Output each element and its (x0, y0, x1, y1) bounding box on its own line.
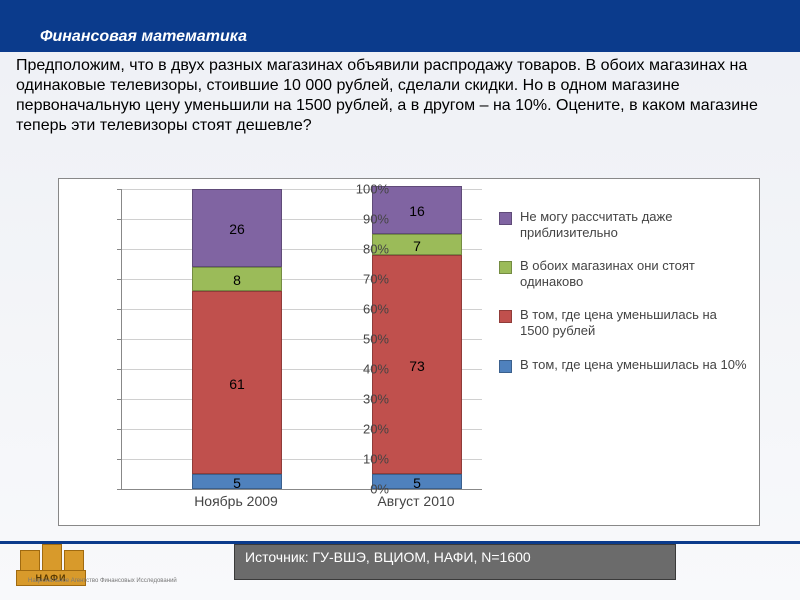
ytick-label: 60% (339, 302, 389, 317)
ytick-label: 50% (339, 332, 389, 347)
top-accent-bar (0, 0, 800, 24)
ytick-mark (117, 369, 122, 370)
ytick-mark (117, 459, 122, 460)
legend-item: В том, где цена уменьшилась на 1500 рубл… (499, 307, 749, 338)
bar-segment: 5 (192, 474, 282, 489)
ytick-mark (117, 189, 122, 190)
ytick-mark (117, 489, 122, 490)
legend-swatch (499, 310, 512, 323)
xtick-label: Ноябрь 2009 (176, 493, 296, 509)
ytick-mark (117, 399, 122, 400)
ytick-label: 40% (339, 362, 389, 377)
legend-label: В том, где цена уменьшилась на 10% (520, 357, 749, 373)
bar-value-label: 5 (233, 475, 241, 491)
legend-swatch (499, 261, 512, 274)
ytick-label: 30% (339, 392, 389, 407)
plot-area: 5 61 8 26 5 73 7 16 (121, 189, 482, 490)
bar-value-label: 73 (409, 358, 425, 374)
ytick-mark (117, 249, 122, 250)
bar-value-label: 61 (229, 376, 245, 392)
ytick-label: 20% (339, 422, 389, 437)
bar-value-label: 7 (413, 238, 421, 254)
ytick-mark (117, 339, 122, 340)
legend-label: В том, где цена уменьшилась на 1500 рубл… (520, 307, 749, 338)
legend-label: В обоих магазинах они стоят одинаково (520, 258, 749, 289)
source-text: Источник: ГУ-ВШЭ, ВЦИОМ, НАФИ, N=1600 (245, 549, 531, 565)
slide: Финансовая математика Предположим, что в… (0, 0, 800, 600)
bar-value-label: 5 (413, 475, 421, 491)
ytick-label: 90% (339, 212, 389, 227)
legend-swatch (499, 212, 512, 225)
xtick-label: Август 2010 (356, 493, 476, 509)
legend-item: В обоих магазинах они стоят одинаково (499, 258, 749, 289)
logo-subtitle: Национальное Агентство Финансовых Исслед… (28, 578, 177, 584)
ytick-mark (117, 309, 122, 310)
ytick-label: 70% (339, 272, 389, 287)
ytick-label: 80% (339, 242, 389, 257)
bar-value-label: 16 (409, 203, 425, 219)
chart-container: 5 61 8 26 5 73 7 16 Не могу рассчитать даже при… (58, 178, 760, 526)
nafi-logo: НАФИ Национальное Агентство Финансовых И… (16, 546, 86, 586)
ytick-mark (117, 279, 122, 280)
bar-value-label: 8 (233, 272, 241, 288)
bar-column: 5 61 8 26 (192, 189, 282, 489)
legend-label: Не могу рассчитать даже приблизительно (520, 209, 749, 240)
bar-value-label: 26 (229, 221, 245, 237)
source-box: Источник: ГУ-ВШЭ, ВЦИОМ, НАФИ, N=1600 (234, 544, 676, 580)
slide-title: Финансовая математика (0, 24, 800, 46)
bar-segment: 8 (192, 267, 282, 291)
bar-segment: 61 (192, 291, 282, 474)
title-bar: Финансовая математика (0, 24, 800, 52)
question-text: Предположим, что в двух разных магазинах… (16, 56, 784, 136)
ytick-label: 10% (339, 452, 389, 467)
legend: Не могу рассчитать даже приблизительно В … (499, 209, 749, 391)
legend-item: Не могу рассчитать даже приблизительно (499, 209, 749, 240)
legend-item: В том, где цена уменьшилась на 10% (499, 357, 749, 373)
legend-swatch (499, 360, 512, 373)
ytick-mark (117, 429, 122, 430)
bar-segment: 26 (192, 189, 282, 267)
ytick-mark (117, 219, 122, 220)
ytick-label: 100% (339, 182, 389, 197)
